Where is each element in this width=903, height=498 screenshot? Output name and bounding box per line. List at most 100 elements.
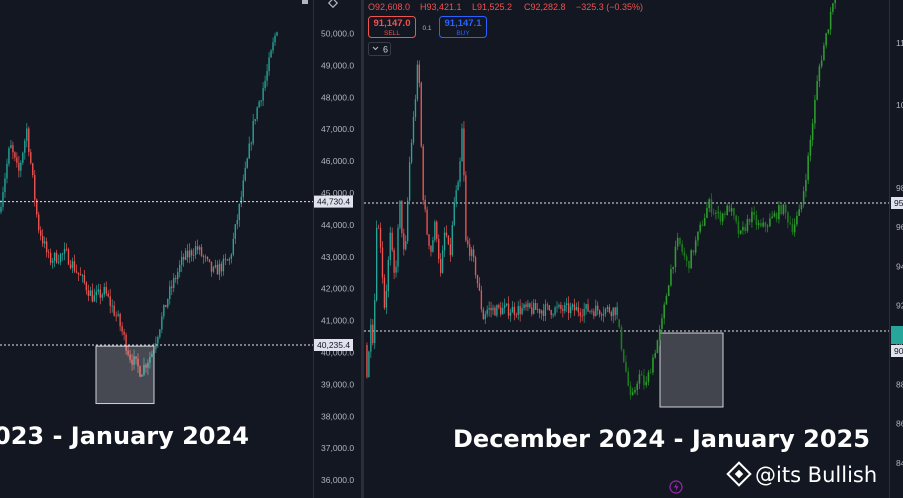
left-price-tag-label: 40,235.4	[317, 340, 350, 350]
left-tick-label: 37,000.0	[321, 443, 354, 453]
left-candle	[252, 121, 254, 144]
left-candle	[2, 192, 4, 207]
left-candle	[161, 316, 163, 330]
right-candle	[457, 182, 459, 191]
left-candle	[36, 199, 38, 215]
left-tick-label: 36,000.0	[321, 475, 354, 485]
projection-candle	[728, 205, 731, 212]
projection-candle	[814, 99, 816, 124]
projection-candle	[811, 123, 814, 140]
left-candle	[262, 88, 264, 101]
indicators-toggle-frame[interactable]	[368, 42, 391, 56]
right-candle	[443, 232, 446, 251]
spread-value: 0.1	[422, 25, 431, 32]
right-candle	[507, 303, 510, 316]
right-tick-label: 94	[896, 261, 903, 271]
right-candle	[540, 310, 543, 314]
projection-candle	[719, 212, 722, 222]
right-chart-pane[interactable]: 11 10 98 96 94 92 90 88 86 84 95 90 O92,608.0 H93,…	[364, 0, 903, 498]
right-candle	[500, 307, 502, 315]
right-candle	[461, 128, 463, 162]
left-candle	[222, 258, 225, 272]
projection-candle	[629, 385, 632, 395]
left-candle	[22, 152, 24, 163]
right-candle	[480, 290, 483, 310]
left-candle	[159, 329, 161, 338]
buy-button[interactable]: 91,147.1 BUY	[439, 16, 487, 38]
projection-candle	[710, 199, 713, 213]
projection-candle	[708, 199, 710, 208]
left-candle	[113, 305, 115, 316]
left-price-axis[interactable]: 50,000.0 49,000.0 48,000.0 47,000.0 46,000.0…	[321, 29, 354, 486]
right-candle	[436, 221, 438, 239]
left-chart-pane[interactable]: 50,000.0 49,000.0 48,000.0 47,000.0 46,000.0…	[0, 0, 354, 498]
projection-candle	[652, 357, 654, 373]
left-candle	[24, 140, 26, 153]
left-candle	[38, 214, 40, 231]
left-candle	[49, 252, 52, 263]
settings-diamond-icon[interactable]	[327, 0, 339, 9]
right-candle	[571, 304, 574, 307]
left-candle	[26, 128, 28, 141]
right-candle	[399, 200, 401, 228]
projection-candle	[645, 381, 647, 386]
right-candle	[567, 303, 570, 314]
left-tick-label: 48,000.0	[321, 92, 354, 102]
right-tick-label: 10	[896, 100, 903, 110]
indicators-toggle[interactable]: 6	[368, 42, 391, 56]
left-candle	[105, 286, 107, 294]
projection-candle	[755, 215, 758, 225]
right-candle	[591, 310, 593, 312]
right-tick-label: 86	[896, 419, 903, 429]
projection-candle	[634, 389, 636, 393]
right-candle	[529, 303, 531, 308]
right-price-tag	[891, 345, 903, 357]
left-candle	[147, 362, 149, 368]
right-candle	[374, 300, 376, 344]
left-candle	[204, 256, 207, 258]
left-candle	[186, 250, 189, 258]
projection-candle	[721, 213, 724, 222]
projection-candle	[715, 212, 717, 214]
projection-candle	[672, 266, 674, 270]
left-candle	[45, 241, 48, 253]
right-candle	[538, 309, 541, 314]
pane-separator[interactable]	[361, 0, 364, 498]
right-candle	[517, 306, 519, 316]
right-tick-label: 98	[896, 183, 903, 193]
right-price-tag	[891, 197, 903, 209]
right-candle	[405, 241, 407, 250]
right-candle	[519, 306, 521, 315]
left-candle	[89, 290, 92, 296]
left-candle	[250, 143, 252, 145]
toolbar-fragment-left	[302, 0, 308, 4]
right-candle	[595, 305, 597, 317]
projection-candle	[683, 251, 686, 257]
left-candle	[77, 272, 80, 275]
left-candle	[175, 278, 177, 280]
lightning-icon[interactable]	[669, 480, 683, 494]
right-candle	[451, 225, 453, 256]
projection-candle	[791, 223, 794, 233]
left-candle	[111, 305, 113, 307]
right-candle	[562, 309, 564, 311]
projection-candle	[643, 375, 645, 386]
projection-candle	[827, 29, 830, 34]
buy-button-frame[interactable]	[439, 16, 487, 38]
projection-candle	[730, 208, 733, 212]
right-candle	[492, 307, 494, 311]
right-candle	[379, 228, 382, 248]
sell-button-frame[interactable]	[368, 16, 416, 38]
right-candle	[575, 307, 578, 311]
left-candle	[63, 248, 66, 254]
right-candle	[600, 314, 603, 316]
left-candle	[180, 256, 183, 265]
left-candle	[139, 366, 141, 377]
right-tick-label: 96	[896, 222, 903, 232]
left-candle	[18, 162, 20, 171]
sell-button[interactable]: 91,147.0 SELL	[368, 16, 416, 38]
left-candle	[244, 167, 246, 181]
right-candle	[505, 303, 508, 306]
left-candle	[200, 247, 203, 257]
projection-candle	[679, 237, 681, 244]
